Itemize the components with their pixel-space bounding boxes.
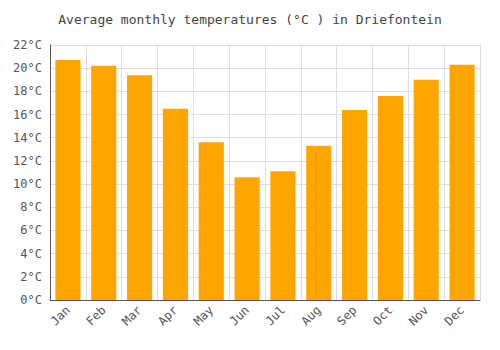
svg-text:Nov: Nov (406, 303, 431, 328)
svg-text:10°C: 10°C (13, 177, 42, 191)
svg-text:Feb: Feb (83, 303, 108, 328)
svg-text:May: May (191, 303, 216, 328)
svg-text:Aug: Aug (298, 303, 323, 328)
svg-text:Jan: Jan (48, 303, 73, 328)
svg-text:0°C: 0°C (20, 293, 42, 307)
svg-text:18°C: 18°C (13, 84, 42, 98)
svg-text:Apr: Apr (155, 303, 180, 328)
svg-text:Sep: Sep (334, 303, 359, 328)
svg-text:Jul: Jul (263, 303, 288, 328)
svg-text:14°C: 14°C (13, 131, 42, 145)
svg-text:Dec: Dec (442, 303, 467, 328)
svg-text:20°C: 20°C (13, 61, 42, 75)
svg-text:8°C: 8°C (20, 200, 42, 214)
svg-text:22°C: 22°C (13, 38, 42, 52)
svg-text:Jun: Jun (227, 303, 252, 328)
svg-text:12°C: 12°C (13, 154, 42, 168)
svg-text:16°C: 16°C (13, 108, 42, 122)
svg-text:6°C: 6°C (20, 223, 42, 237)
svg-text:Mar: Mar (119, 303, 144, 328)
svg-text:Oct: Oct (370, 303, 395, 328)
svg-text:4°C: 4°C (20, 247, 42, 261)
svg-text:2°C: 2°C (20, 270, 42, 284)
svg-text:Average monthly temperatures (: Average monthly temperatures (°C ) in Dr… (58, 12, 442, 27)
